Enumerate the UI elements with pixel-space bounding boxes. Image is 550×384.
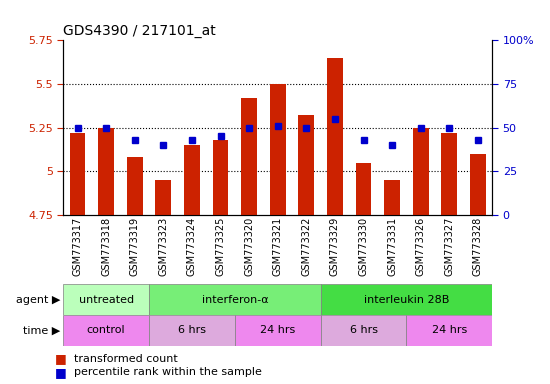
Text: 6 hrs: 6 hrs	[178, 325, 206, 335]
Bar	[470, 154, 486, 215]
Bar	[149, 284, 321, 315]
Bar	[321, 284, 492, 315]
Bar	[235, 315, 321, 346]
Bar	[63, 315, 149, 346]
Text: GDS4390 / 217101_at: GDS4390 / 217101_at	[63, 24, 216, 38]
Bar	[156, 180, 171, 215]
Bar	[442, 133, 457, 215]
Bar	[184, 145, 200, 215]
Text: 24 hrs: 24 hrs	[432, 325, 467, 335]
Bar	[213, 140, 228, 215]
Bar	[63, 284, 149, 315]
Bar	[241, 98, 257, 215]
Bar	[299, 116, 314, 215]
Text: ■: ■	[55, 366, 67, 379]
Text: untreated: untreated	[79, 295, 134, 305]
Bar	[98, 127, 114, 215]
Text: agent ▶: agent ▶	[16, 295, 61, 305]
Bar	[413, 127, 428, 215]
Bar	[327, 58, 343, 215]
Bar	[384, 180, 400, 215]
Text: interferon-α: interferon-α	[201, 295, 268, 305]
Bar	[70, 133, 85, 215]
Text: ■: ■	[55, 353, 67, 366]
Bar	[321, 315, 406, 346]
Text: control: control	[87, 325, 125, 335]
Text: interleukin 28B: interleukin 28B	[364, 295, 449, 305]
Text: 6 hrs: 6 hrs	[350, 325, 377, 335]
Text: transformed count: transformed count	[74, 354, 178, 364]
Bar	[127, 157, 142, 215]
Bar	[406, 315, 492, 346]
Text: percentile rank within the sample: percentile rank within the sample	[74, 367, 262, 377]
Text: 24 hrs: 24 hrs	[260, 325, 295, 335]
Text: time ▶: time ▶	[23, 325, 61, 335]
Bar	[356, 163, 371, 215]
Bar	[270, 84, 285, 215]
Bar	[149, 315, 235, 346]
